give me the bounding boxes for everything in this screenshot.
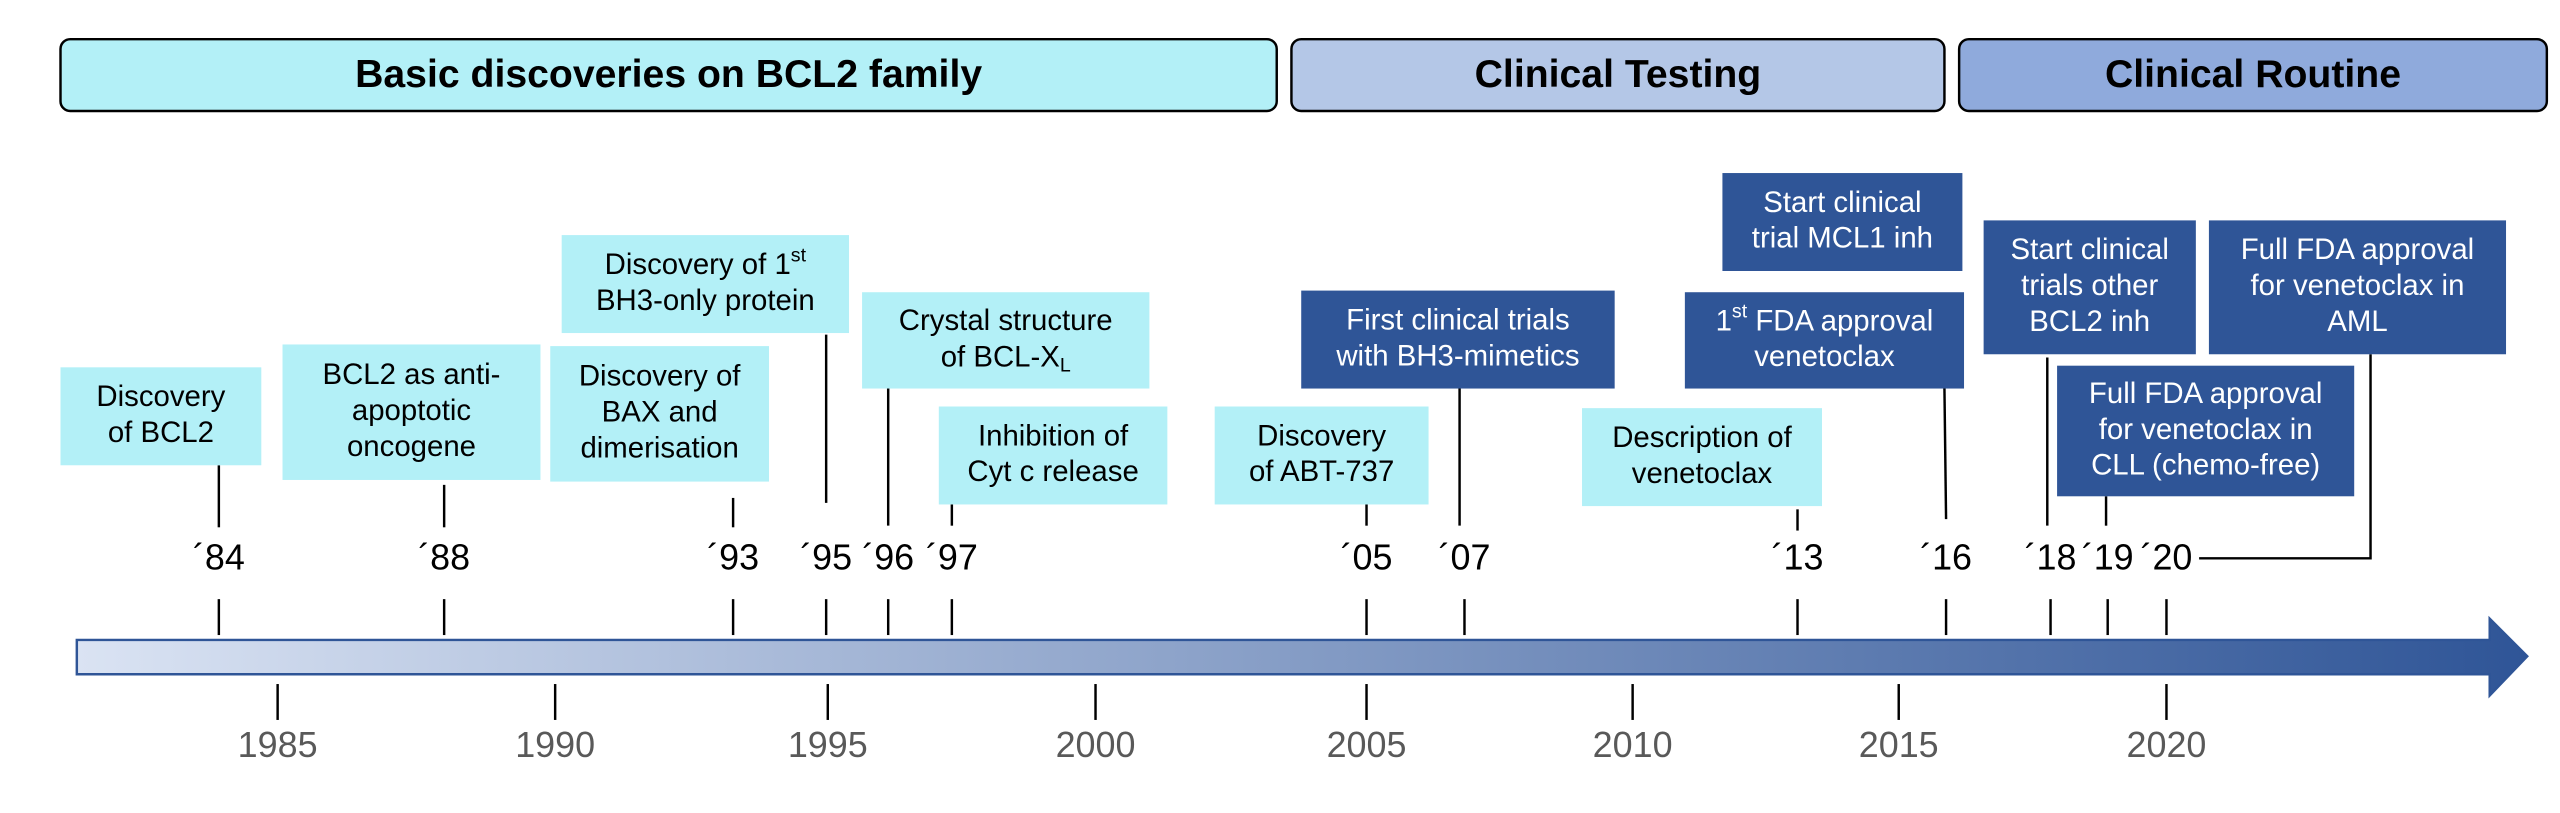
event-text: Discovery — [96, 380, 225, 413]
event-year: ´20 — [2141, 536, 2193, 577]
event-text: Discovery of 1st — [605, 244, 807, 280]
event-text: Discovery — [1257, 419, 1386, 452]
connector — [1943, 388, 1948, 520]
axis-year: 2020 — [2127, 724, 2207, 765]
event-text: apoptotic — [352, 394, 471, 427]
event-text: of ABT-737 — [1249, 455, 1394, 488]
event-year: ´97 — [926, 536, 978, 577]
event-text: CLL (chemo-free) — [2091, 449, 2320, 482]
event-text: Description of — [1612, 421, 1792, 454]
phase-title: Clinical Testing — [1475, 53, 1762, 96]
event-year: ´88 — [418, 536, 470, 577]
event-text: of BCL-XL — [941, 340, 1071, 377]
event-text: BCL2 inh — [2029, 305, 2150, 338]
event-text: First clinical trials — [1346, 303, 1570, 336]
event-year: ´95 — [800, 536, 852, 577]
event-text: 1st FDA approval — [1716, 301, 1934, 337]
event-box — [938, 406, 1168, 505]
connector — [2199, 354, 2372, 560]
event-text: trial MCL1 inh — [1752, 222, 1933, 255]
event-text: Start clinical — [1763, 186, 1921, 219]
event-year: ´05 — [1341, 536, 1393, 577]
axis-year: 2015 — [1859, 724, 1939, 765]
event-text-part: FDA approval — [1747, 304, 1933, 337]
event-text: of BCL2 — [108, 416, 214, 449]
event-text: BH3-only protein — [596, 284, 815, 317]
event-box — [1214, 406, 1429, 505]
superscript: st — [1732, 301, 1748, 323]
event-text: AML — [2327, 305, 2387, 338]
event-text: Discovery of — [579, 360, 741, 393]
event-box — [550, 346, 770, 482]
event-text: Cyt c release — [967, 455, 1138, 488]
event-text: trials other — [2021, 269, 2158, 302]
event-box — [1684, 292, 1965, 389]
axis-year: 1985 — [238, 724, 318, 765]
axis-year: 2005 — [1327, 724, 1407, 765]
axis-year: 2000 — [1056, 724, 1136, 765]
event-box — [561, 235, 850, 334]
event-text: with BH3-mimetics — [1335, 339, 1579, 372]
event-text-part: 1 — [1716, 304, 1732, 337]
event-text: Full FDA approval — [2089, 377, 2322, 410]
event-text: Crystal structure — [899, 304, 1113, 337]
axis-year: 1990 — [515, 724, 595, 765]
event-text-part: Discovery of 1 — [605, 248, 791, 281]
event-text: BAX and — [602, 396, 718, 429]
event-text: venetoclax — [1632, 457, 1773, 490]
event-box — [862, 292, 1150, 389]
event-text: Full FDA approval — [2241, 233, 2474, 266]
phase-title: Basic discoveries on BCL2 family — [355, 53, 982, 96]
event-text: Inhibition of — [978, 419, 1129, 452]
event-box — [1301, 290, 1615, 389]
event-text: for venetoclax in — [2099, 413, 2313, 446]
event-box — [282, 344, 541, 480]
event-box — [2057, 365, 2355, 497]
event-box — [60, 367, 262, 466]
event-box — [1722, 173, 1963, 271]
event-box — [1582, 408, 1822, 507]
event-year: ´84 — [193, 536, 245, 577]
event-year: ´18 — [2025, 536, 2077, 577]
phase-header — [59, 37, 1278, 113]
phase-header — [1957, 37, 2549, 113]
event-year: ´16 — [1920, 536, 1972, 577]
subscript: L — [1060, 355, 1071, 377]
event-year: ´19 — [2082, 536, 2134, 577]
event-text-part: of BCL-X — [941, 340, 1060, 373]
event-year: ´07 — [1439, 536, 1491, 577]
event-year: ´13 — [1772, 536, 1824, 577]
event-text: for venetoclax in — [2251, 269, 2465, 302]
phase-header — [1290, 37, 1946, 113]
phase-title: Clinical Routine — [2105, 53, 2401, 96]
event-text: BCL2 as anti- — [323, 358, 501, 391]
event-text: dimerisation — [580, 432, 738, 465]
time-arrow — [75, 615, 2529, 699]
event-text: Start clinical — [2011, 233, 2169, 266]
axis-year: 1995 — [788, 724, 868, 765]
event-year: ´96 — [862, 536, 914, 577]
event-text: oncogene — [347, 430, 476, 463]
event-box — [2208, 220, 2507, 355]
event-year: ´93 — [707, 536, 759, 577]
event-text: venetoclax — [1754, 340, 1895, 373]
event-box — [1983, 220, 2196, 355]
superscript: st — [791, 244, 807, 266]
axis-year: 2010 — [1593, 724, 1673, 765]
